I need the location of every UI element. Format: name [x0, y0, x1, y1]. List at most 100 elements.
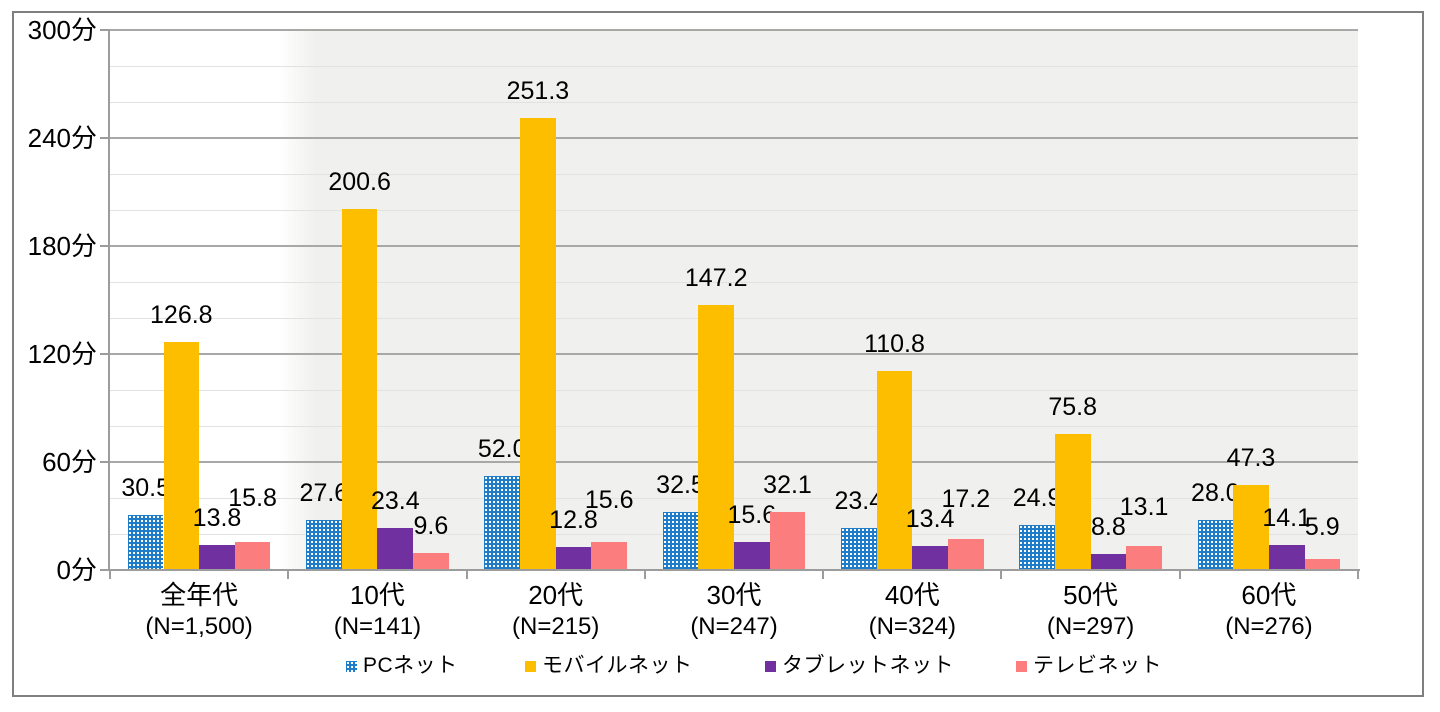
y-axis-tick — [100, 569, 108, 571]
x-axis-tick — [822, 571, 825, 579]
bar-PCネット-20代 — [484, 476, 521, 570]
data-label: 32.1 — [763, 471, 812, 500]
bar-PCネット-全年代 — [127, 515, 164, 570]
minor-gridline — [110, 534, 1358, 535]
major-gridline — [110, 245, 1358, 247]
y-axis-tick-label: 180分 — [27, 231, 97, 261]
category-name: 20代 — [528, 580, 584, 610]
bar-タブレットネット-全年代 — [199, 545, 235, 570]
category-sample-size: (N=276) — [1225, 613, 1313, 640]
minor-gridline — [110, 210, 1358, 211]
bar-タブレットネット-60代 — [1268, 544, 1305, 570]
category-name: 30代 — [706, 580, 762, 610]
bar-モバイルネット-30代 — [698, 305, 734, 570]
major-gridline — [110, 137, 1358, 139]
y-axis-tick — [100, 353, 108, 355]
bar-タブレットネット-30代 — [734, 541, 770, 570]
data-label: 24.9 — [1012, 484, 1062, 513]
data-label: 13.4 — [905, 504, 955, 533]
x-axis-tick — [287, 571, 290, 579]
minor-gridline — [110, 282, 1358, 283]
y-axis-tick-label: 300分 — [27, 15, 97, 45]
data-label: 32.5 — [656, 470, 705, 499]
bar-モバイルネット-10代 — [341, 208, 378, 570]
data-label: 110.8 — [864, 329, 925, 358]
bar-タブレットネット-10代 — [377, 527, 414, 570]
data-label: 9.6 — [413, 511, 449, 540]
x-axis-tick — [1000, 571, 1003, 579]
legend-item-PCネット: PCネット — [346, 652, 458, 680]
bar-PCネット-40代 — [841, 527, 877, 570]
plot-area: 30.5 126.8 13.8 15.8 27.6 200.6 23.4 9.6 52.0 251… — [110, 29, 1358, 570]
minor-gridline — [110, 318, 1358, 319]
minor-gridline — [110, 390, 1358, 391]
y-axis-tick-label: 60分 — [42, 447, 97, 477]
data-label: 27.6 — [299, 479, 349, 508]
y-axis-tick — [100, 137, 108, 139]
y-axis-tick — [100, 29, 108, 31]
category-sample-size: (N=247) — [690, 613, 778, 640]
data-label: 15.6 — [727, 500, 777, 529]
category-label-20代: 20代 (N=215) — [512, 580, 599, 642]
category-label-40代: 40代 (N=324) — [869, 580, 956, 642]
data-label: 23.4 — [370, 486, 420, 515]
data-label: 75.8 — [1048, 392, 1098, 421]
bar-タブレットネット-20代 — [555, 547, 592, 570]
legend: PCネット モバイルネット タブレットネット テレビネット — [0, 652, 1440, 682]
bar-モバイルネット-60代 — [1233, 484, 1269, 570]
data-label: 28.0 — [1191, 478, 1240, 507]
bar-テレビネット-20代 — [591, 541, 628, 570]
category-sample-size: (N=215) — [512, 613, 600, 640]
y-axis-line — [108, 29, 110, 571]
y-axis-tick — [100, 461, 108, 463]
x-axis-line — [108, 569, 1360, 571]
category-label-10代: 10代 (N=141) — [334, 580, 421, 642]
legend-marker-PCネット — [346, 660, 357, 672]
data-label: 12.8 — [549, 506, 598, 534]
y-axis-tick-label: 240分 — [27, 123, 97, 153]
bar-テレビネット-50代 — [1126, 546, 1162, 570]
data-label: 200.6 — [328, 167, 391, 196]
legend-marker-テレビネット — [1016, 660, 1027, 672]
x-axis-tick — [1357, 571, 1359, 579]
data-label: 30.5 — [121, 474, 171, 503]
legend-item-テレビネット: テレビネット — [1016, 652, 1162, 680]
legend-marker-タブレットネット — [765, 660, 776, 672]
data-label: 47.3 — [1226, 443, 1276, 472]
data-label: 147.2 — [684, 264, 748, 292]
category-sample-size: (N=324) — [868, 613, 956, 640]
x-axis-tick — [109, 571, 111, 579]
bar-モバイルネット-40代 — [876, 370, 913, 570]
bar-モバイルネット-50代 — [1054, 433, 1091, 570]
data-label: 52.0 — [477, 435, 527, 464]
bar-PCネット-60代 — [1197, 519, 1234, 570]
category-name: 50代 — [1063, 580, 1119, 610]
category-sample-size: (N=1,500) — [145, 613, 253, 640]
category-name: 全年代 — [160, 580, 239, 610]
category-label-全年代: 全年代 (N=1,500) — [145, 580, 252, 642]
bar-PCネット-50代 — [1019, 525, 1055, 570]
bar-テレビネット-40代 — [947, 539, 984, 570]
bar-テレビネット-60代 — [1304, 559, 1341, 570]
y-axis-tick-label: 120分 — [27, 339, 97, 369]
y-axis-tick-label: 0分 — [56, 555, 97, 585]
major-gridline — [110, 29, 1358, 31]
x-axis-tick — [643, 571, 646, 579]
legend-item-モバイルネット: モバイルネット — [525, 652, 693, 680]
bar-タブレットネット-40代 — [912, 545, 948, 570]
x-axis-tick — [465, 571, 468, 579]
legend-label: タブレットネット — [782, 654, 954, 677]
bar-PCネット-10代 — [306, 520, 342, 570]
legend-label: モバイルネット — [542, 654, 693, 677]
data-label: 13.8 — [192, 504, 242, 533]
major-gridline — [110, 353, 1358, 355]
legend-marker-モバイルネット — [525, 660, 536, 672]
minor-gridline — [110, 66, 1358, 67]
category-sample-size: (N=297) — [1046, 613, 1135, 640]
data-label: 15.6 — [584, 486, 634, 514]
data-label: 17.2 — [941, 484, 991, 513]
data-label: 251.3 — [506, 76, 570, 105]
data-label: 126.8 — [150, 300, 213, 329]
x-axis-tick — [1178, 571, 1181, 579]
